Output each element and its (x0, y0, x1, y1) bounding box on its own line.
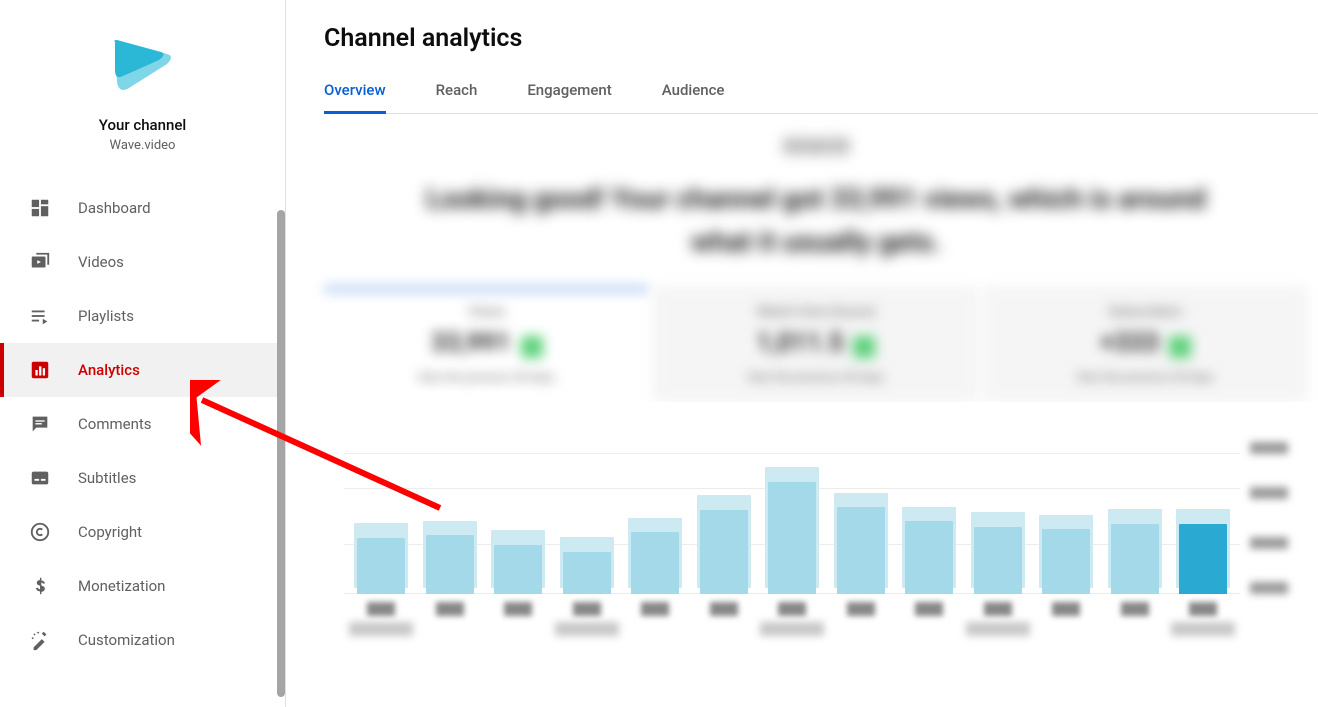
overview-panel: 28 text 28 Looking good! Your channel go… (324, 114, 1318, 707)
chart-bar (1111, 524, 1159, 594)
tab-audience[interactable]: Audience (662, 81, 725, 113)
metric-delta (1169, 336, 1191, 358)
chart-bar (974, 527, 1022, 594)
chart-bar (1042, 529, 1090, 593)
metric-sub: than the previous 28 days (336, 370, 637, 384)
analytics-icon (28, 358, 52, 382)
chart-bar (494, 545, 542, 594)
metric-value: 1,011.5 (757, 328, 844, 358)
channel-header: Your channel Wave.video (0, 0, 285, 171)
chart-bar (563, 552, 611, 594)
sidebar-item-comments[interactable]: Comments (0, 397, 285, 451)
tab-reach[interactable]: Reach (436, 81, 478, 113)
chart-bar (837, 507, 885, 594)
sidebar-item-label: Subtitles (78, 469, 136, 487)
sidebar-item-label: Videos (78, 253, 124, 271)
sidebar-item-monetization[interactable]: Monetization (0, 559, 285, 613)
metric-delta (853, 336, 875, 358)
subtitles-icon (28, 466, 52, 490)
metric-label: Subscribers (995, 304, 1296, 320)
sidebar-item-label: Monetization (78, 577, 165, 595)
channel-logo (103, 24, 183, 104)
channel-subtitle: Wave.video (110, 138, 176, 153)
comments-icon (28, 412, 52, 436)
chart-bar (631, 532, 679, 594)
sidebar-item-customization[interactable]: Customization (0, 613, 285, 667)
chart-bar (1179, 524, 1227, 594)
main-content: Channel analytics Overview Reach Engagem… (286, 0, 1318, 707)
metric-sub: than the previous 28 days (995, 370, 1296, 384)
metric-label: Views (336, 304, 637, 320)
sidebar-item-videos[interactable]: Videos (0, 235, 285, 289)
videos-icon (28, 250, 52, 274)
sidebar-item-playlists[interactable]: Playlists (0, 289, 285, 343)
metric-value: +333 (1100, 328, 1159, 358)
sidebar-item-label: Comments (78, 415, 152, 433)
tab-overview[interactable]: Overview (324, 81, 386, 113)
chart-bar (905, 521, 953, 594)
sidebar-item-dashboard[interactable]: Dashboard (0, 181, 285, 235)
chart-bar (426, 535, 474, 594)
copyright-icon (28, 520, 52, 544)
chart-bar (768, 482, 816, 594)
metric-tab-watchtime[interactable]: Watch time (hours) 1,011.5 than the prev… (653, 286, 978, 402)
chart-bar (357, 538, 405, 594)
metric-label: Watch time (hours) (665, 304, 966, 320)
sidebar-item-label: Analytics (78, 361, 140, 379)
sidebar-item-label: Playlists (78, 307, 134, 325)
sidebar-item-analytics[interactable]: Analytics (0, 343, 285, 397)
summary-block: 28 text 28 Looking good! Your channel go… (324, 136, 1308, 264)
tab-engagement[interactable]: Engagement (527, 81, 611, 113)
sidebar-scrollbar[interactable] (277, 210, 285, 697)
analytics-tabs: Overview Reach Engagement Audience (324, 81, 1318, 114)
dashboard-icon (28, 196, 52, 220)
views-chart (324, 402, 1308, 626)
sidebar-item-label: Customization (78, 631, 175, 649)
sidebar-item-label: Copyright (78, 523, 142, 541)
sidebar-item-label: Dashboard (78, 199, 151, 217)
customization-icon (28, 628, 52, 652)
metric-sub: than the previous 28 days (665, 370, 966, 384)
play-logo-icon (109, 36, 177, 92)
chart-bar (700, 510, 748, 594)
metric-delta (521, 336, 543, 358)
metric-value: 33,991 (431, 328, 511, 358)
metric-tab-subscribers[interactable]: Subscribers +333 than the previous 28 da… (983, 286, 1308, 402)
playlists-icon (28, 304, 52, 328)
summary-headline: Looking good! Your channel got 33,991 vi… (426, 177, 1206, 264)
metric-tab-views[interactable]: Views 33,991 than the previous 28 days (324, 286, 649, 402)
sidebar-item-subtitles[interactable]: Subtitles (0, 451, 285, 505)
page-title: Channel analytics (324, 24, 1318, 53)
monetization-icon (28, 574, 52, 598)
summary-subtitle: 28 text 28 (783, 137, 849, 155)
channel-title: Your channel (99, 116, 186, 134)
metric-tabs: Views 33,991 than the previous 28 days W… (324, 286, 1308, 402)
sidebar-nav: Dashboard Videos Playlists Analytics Com… (0, 171, 285, 667)
sidebar: Your channel Wave.video Dashboard Videos… (0, 0, 286, 707)
sidebar-item-copyright[interactable]: Copyright (0, 505, 285, 559)
